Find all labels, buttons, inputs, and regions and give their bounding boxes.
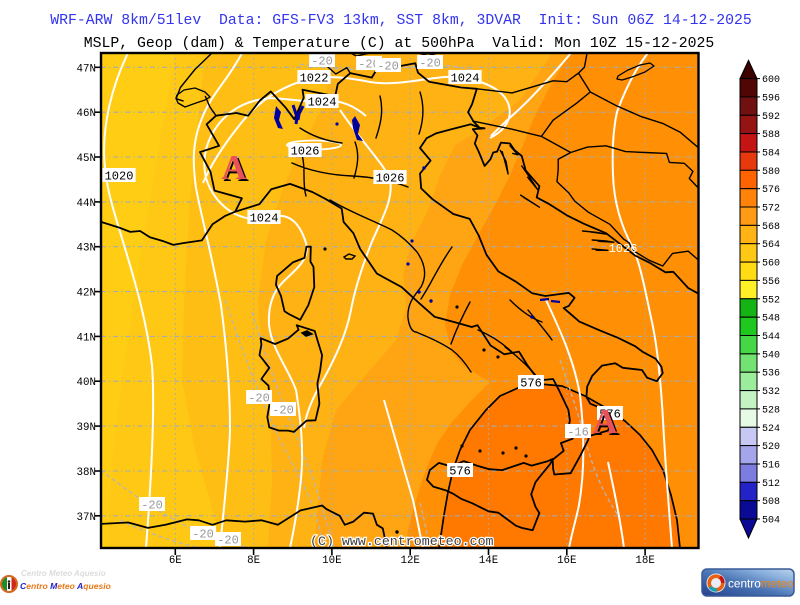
svg-text:A: A: [221, 148, 247, 187]
svg-text:Centro Meteo Aquesio: Centro Meteo Aquesio: [20, 581, 111, 591]
svg-text:544: 544: [762, 332, 780, 343]
svg-text:MSLP, Geop (dam) & Temperature: MSLP, Geop (dam) & Temperature (C) at 50…: [84, 36, 714, 52]
svg-text:580: 580: [762, 167, 780, 178]
svg-text:532: 532: [762, 387, 780, 398]
svg-text:-20: -20: [311, 55, 333, 69]
svg-text:45N: 45N: [77, 153, 96, 165]
svg-text:14E: 14E: [479, 555, 498, 567]
svg-text:552: 552: [762, 295, 780, 306]
svg-text:536: 536: [762, 369, 780, 380]
svg-text:47N: 47N: [77, 63, 96, 75]
svg-text:A: A: [595, 404, 621, 443]
svg-text:10E: 10E: [322, 555, 341, 567]
svg-text:centrometeo: centrometeo: [728, 577, 794, 591]
svg-text:516: 516: [762, 461, 780, 472]
svg-text:1022: 1022: [300, 72, 329, 86]
svg-text:1020: 1020: [105, 170, 134, 184]
svg-text:512: 512: [762, 479, 780, 490]
svg-text:39N: 39N: [77, 422, 96, 434]
svg-text:A: A: [592, 402, 618, 441]
svg-text:564: 564: [762, 240, 780, 251]
svg-text:-20: -20: [192, 528, 214, 542]
svg-text:37N: 37N: [77, 512, 96, 524]
svg-text:508: 508: [762, 497, 780, 508]
svg-text:12E: 12E: [400, 555, 419, 567]
svg-text:540: 540: [762, 350, 780, 361]
svg-text:1024: 1024: [250, 212, 279, 226]
svg-text:-20: -20: [141, 499, 163, 513]
svg-text:576: 576: [762, 185, 780, 196]
svg-text:38N: 38N: [77, 467, 96, 479]
svg-text:1026: 1026: [291, 145, 320, 159]
svg-text:572: 572: [762, 204, 780, 215]
svg-text:-20: -20: [217, 534, 239, 548]
svg-text:(C) www.centrometeo.com: (C) www.centrometeo.com: [310, 534, 494, 549]
svg-text:-20: -20: [272, 404, 294, 418]
svg-text:548: 548: [762, 314, 780, 325]
svg-text:A: A: [224, 150, 250, 189]
svg-text:520: 520: [762, 442, 780, 453]
svg-text:1024: 1024: [451, 72, 480, 86]
svg-text:44N: 44N: [77, 198, 96, 210]
svg-text:1024: 1024: [308, 96, 337, 110]
svg-text:560: 560: [762, 259, 780, 270]
svg-text:588: 588: [762, 130, 780, 141]
svg-text:1026: 1026: [609, 242, 638, 256]
svg-text:40N: 40N: [77, 377, 96, 389]
svg-text:43N: 43N: [77, 243, 96, 255]
svg-text:18E: 18E: [635, 555, 654, 567]
svg-text:-16: -16: [567, 426, 589, 440]
svg-text:42N: 42N: [77, 288, 96, 300]
svg-text:596: 596: [762, 93, 780, 104]
svg-text:556: 556: [762, 277, 780, 288]
svg-text:-20: -20: [358, 58, 380, 72]
svg-text:584: 584: [762, 149, 780, 160]
svg-text:592: 592: [762, 112, 780, 123]
svg-text:1026: 1026: [376, 172, 405, 186]
svg-text:524: 524: [762, 424, 780, 435]
svg-text:WRF-ARW 8km/51lev Data: GFS-F: WRF-ARW 8km/51lev Data: GFS-FV3 13km, SS…: [50, 13, 752, 29]
svg-text:16E: 16E: [557, 555, 576, 567]
svg-text:568: 568: [762, 222, 780, 233]
svg-text:-20: -20: [377, 60, 399, 74]
svg-text:Centro Meteo Aquesio: Centro Meteo Aquesio: [21, 569, 106, 578]
svg-text:576: 576: [599, 408, 621, 422]
svg-text:46N: 46N: [77, 108, 96, 120]
svg-text:528: 528: [762, 405, 780, 416]
svg-text:-20: -20: [248, 392, 270, 406]
svg-text:576: 576: [449, 465, 471, 479]
svg-text:600: 600: [762, 75, 780, 86]
svg-text:8E: 8E: [247, 555, 260, 567]
svg-text:576: 576: [520, 377, 542, 391]
svg-text:-20: -20: [419, 57, 441, 71]
svg-text:504: 504: [762, 516, 780, 527]
svg-text:41N: 41N: [77, 332, 96, 344]
svg-text:6E: 6E: [169, 555, 182, 567]
